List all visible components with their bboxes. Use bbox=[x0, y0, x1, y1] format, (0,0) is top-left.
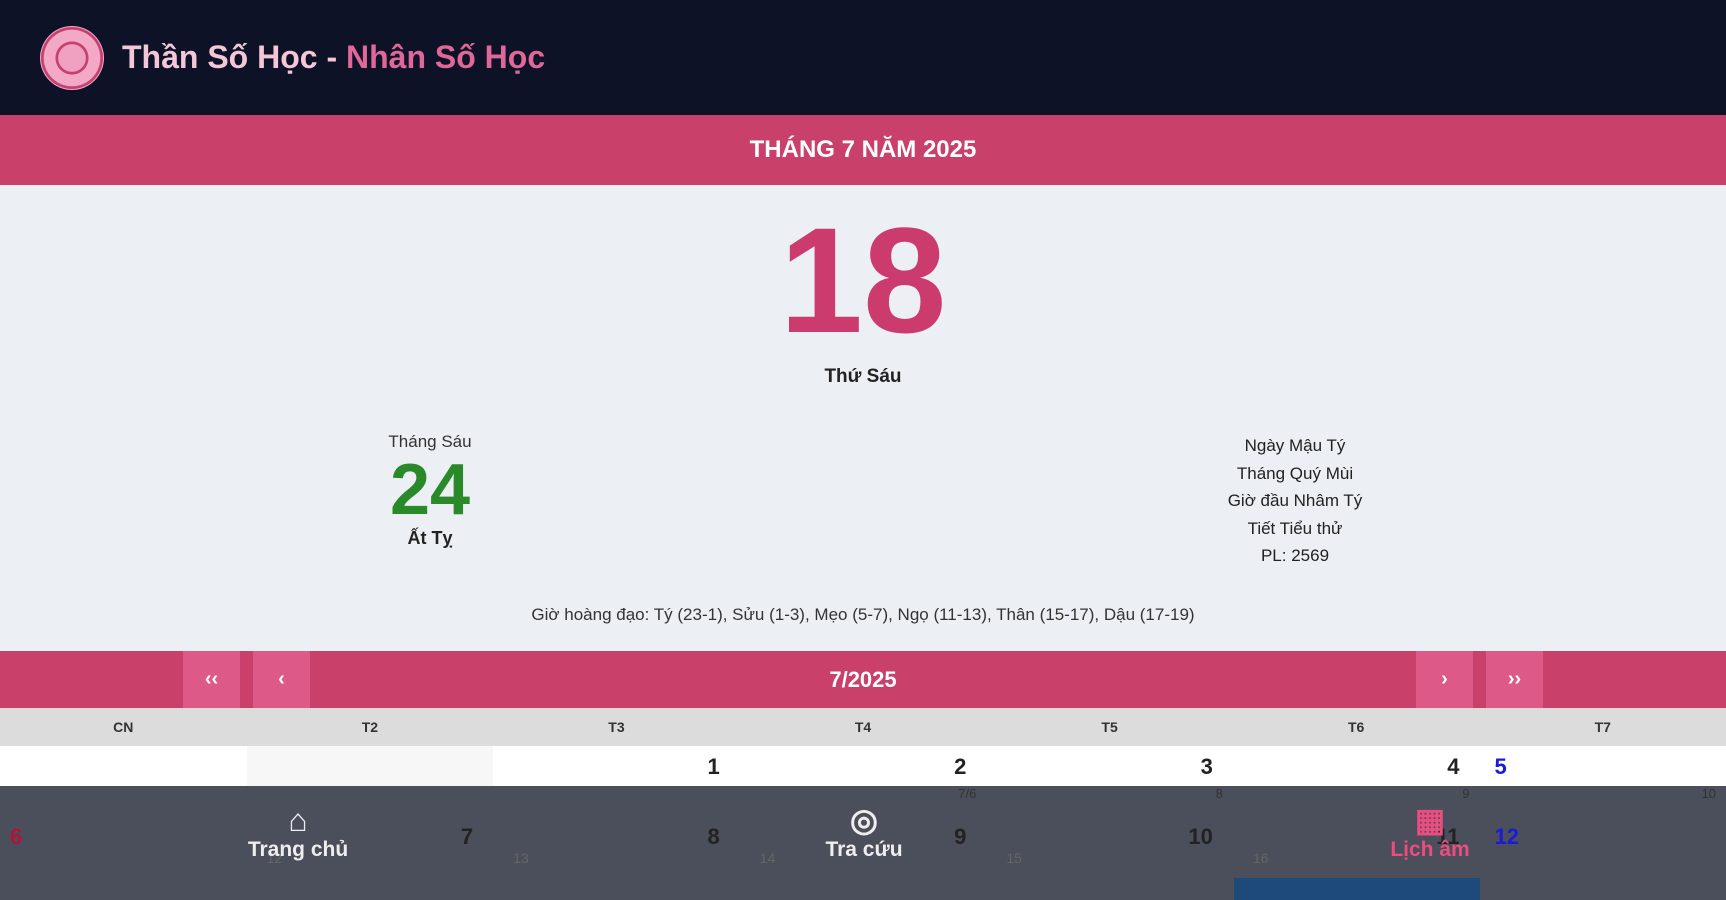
info-pl: PL: 2569 bbox=[1260, 546, 1330, 565]
app-title-part2: Nhân Số Học bbox=[346, 39, 546, 75]
bottom-navigation: ⌂ Trang chủ ◎ Tra cứu ▦ Lịch âm bbox=[0, 786, 1726, 900]
day-cell[interactable]: 10 12 bbox=[1494, 786, 1717, 849]
day-cell[interactable] bbox=[0, 746, 247, 786]
selected-day-highlight[interactable] bbox=[1234, 878, 1480, 900]
next-year-button[interactable]: ›› bbox=[1486, 651, 1543, 708]
lunar-month: Tháng Sáu bbox=[388, 432, 472, 451]
day-cell[interactable]: 4 bbox=[1447, 754, 1460, 779]
day-cell[interactable]: 7 12 bbox=[266, 824, 474, 866]
tab-label: Trang chủ bbox=[247, 838, 349, 861]
tab-label: Lịch âm bbox=[1390, 838, 1470, 861]
zodiac-wheel-icon[interactable] bbox=[40, 25, 104, 90]
day-cell[interactable]: 9 11 16 bbox=[1252, 786, 1470, 866]
month-navigator: ‹‹ ‹ 7/2025 › ›› bbox=[0, 651, 1726, 708]
lunar-year: Ất Tỵ bbox=[407, 528, 453, 548]
prev-month-button[interactable]: ‹ bbox=[253, 651, 310, 708]
dow-t2: T2 bbox=[361, 719, 379, 735]
day-cell[interactable]: 2 bbox=[954, 754, 967, 779]
search-wheel-icon: ◎ bbox=[850, 802, 878, 838]
day-cell[interactable]: 6 bbox=[10, 824, 23, 849]
app-title-part1: Thần Số Học - bbox=[122, 39, 346, 75]
info-day: Ngày Mậu Tý bbox=[1244, 436, 1346, 455]
day-cell[interactable]: 3 bbox=[1200, 754, 1213, 779]
dow-t4: T4 bbox=[854, 719, 872, 735]
dow-t7: T7 bbox=[1594, 719, 1611, 735]
can-chi-info: Ngày Mậu Tý Tháng Quý Mùi Giờ đầu Nhâm T… bbox=[1150, 432, 1440, 570]
prev-year-button[interactable]: ‹‹ bbox=[183, 651, 240, 708]
dow-t5: T5 bbox=[1101, 719, 1118, 735]
info-month: Tháng Quý Mùi bbox=[1236, 463, 1354, 483]
gio-hoang-dao: Giờ hoàng đạo: Tý (23-1), Sửu (1-3), Mẹo… bbox=[531, 605, 1195, 624]
lunar-day: 24 bbox=[389, 450, 471, 530]
tab-trang-chu[interactable]: ⌂ Trang chủ bbox=[238, 802, 358, 862]
day-cell[interactable]: 8 10 15 bbox=[1006, 786, 1223, 866]
dow-t6: T6 bbox=[1348, 719, 1365, 735]
next-month-button[interactable]: › bbox=[1416, 651, 1473, 708]
weekday-label: Thứ Sáu bbox=[824, 366, 902, 387]
app-header: Thần Số Học - Nhân Số Học bbox=[0, 0, 1726, 115]
home-icon: ⌂ bbox=[288, 802, 308, 838]
tab-label: Tra cứu bbox=[825, 838, 903, 861]
dow-cn: CN bbox=[113, 719, 134, 735]
info-term: Tiết Tiểu thử bbox=[1247, 518, 1343, 538]
tab-tra-cuu[interactable]: ◎ Tra cứu bbox=[804, 802, 924, 862]
lunar-date: Tháng Sáu 24 Ất Tỵ bbox=[330, 432, 530, 549]
dow-t3: T3 bbox=[608, 719, 625, 735]
calendar-week-1: 1 2 3 4 5 bbox=[0, 746, 1726, 786]
day-cell[interactable]: 5 bbox=[1494, 754, 1507, 779]
day-cell[interactable]: 7/6 9 14 bbox=[759, 786, 977, 866]
tab-lich-am[interactable]: ▦ Lịch âm bbox=[1370, 802, 1490, 862]
app-title[interactable]: Thần Số Học - Nhân Số Học bbox=[122, 39, 545, 76]
info-hour: Giờ đầu Nhâm Tý bbox=[1227, 491, 1363, 510]
day-cell[interactable]: 8 13 bbox=[513, 824, 720, 866]
day-cell[interactable] bbox=[246, 746, 494, 786]
calendar-icon: ▦ bbox=[1414, 802, 1446, 838]
weekday-header: CN T2 T3 T4 T5 T6 T7 bbox=[0, 708, 1726, 746]
solar-day: 18 bbox=[779, 196, 947, 364]
day-cell[interactable]: 1 bbox=[707, 754, 720, 779]
month-banner: THÁNG 7 NĂM 2025 bbox=[0, 115, 1726, 185]
